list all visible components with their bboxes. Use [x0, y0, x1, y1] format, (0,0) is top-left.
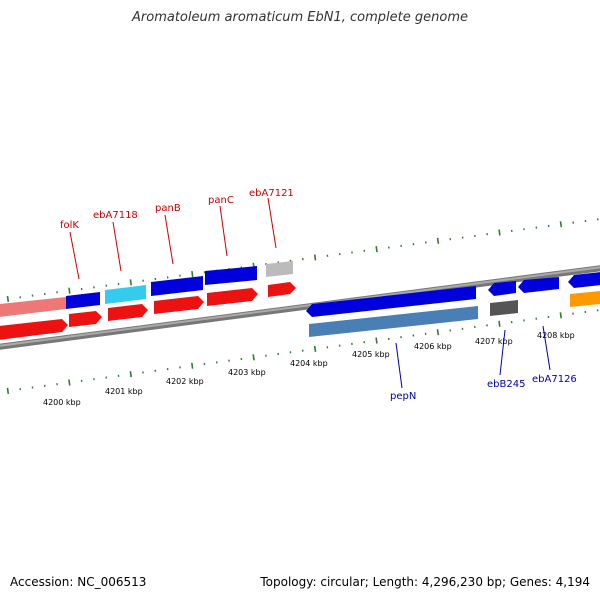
gene-panC[interactable] — [205, 266, 257, 285]
major-tick — [313, 345, 317, 353]
scale-label: 4204 kbp — [290, 359, 328, 368]
major-tick — [559, 221, 563, 228]
gene-panB[interactable] — [151, 276, 203, 296]
major-tick — [498, 229, 501, 236]
bottom-gene-labels: pepN ebB245 ebA7126 — [390, 325, 577, 402]
gene-folK-reverse[interactable] — [69, 311, 102, 327]
major-tick — [498, 320, 501, 327]
major-tick — [375, 246, 378, 253]
genome-stats-text: Topology: circular; Length: 4,296,230 bp… — [260, 575, 590, 589]
genome-title: Aromatoleum aromaticum EbN1, complete ge… — [132, 10, 468, 25]
leader-panB — [164, 214, 174, 265]
label-panB: panB — [155, 203, 181, 214]
label-ebA7121: ebA7121 — [249, 188, 294, 199]
leader-ebA7121 — [267, 197, 277, 249]
genome-backbone — [0, 265, 600, 350]
scale-label: 4208 kbp — [537, 331, 575, 340]
reverse-strand-genes — [0, 282, 600, 341]
gene-ebA7118[interactable] — [105, 285, 146, 304]
leader-ebA7118 — [112, 221, 122, 272]
major-tick — [313, 254, 317, 261]
scale-label: 4205 kbp — [352, 350, 390, 359]
major-tick — [191, 362, 194, 369]
gene-panC-reverse[interactable] — [207, 288, 258, 306]
label-pepN: pepN — [390, 391, 416, 402]
major-tick — [375, 337, 378, 344]
scale-label: 4202 kbp — [166, 377, 204, 386]
leader-ebB245 — [499, 329, 506, 376]
label-folK: folK — [60, 220, 79, 231]
gene-pink-left[interactable] — [0, 297, 66, 318]
scale-label: 4200 kbp — [43, 398, 81, 407]
gene-ebA7118-reverse[interactable] — [108, 304, 148, 321]
leader-ebA7126 — [542, 325, 551, 371]
gene-panB-reverse[interactable] — [154, 296, 204, 314]
scale-labels: 4200 kbp 4201 kbp 4202 kbp 4203 kbp 4204… — [43, 331, 575, 407]
major-tick — [6, 387, 10, 395]
gene-red-left[interactable] — [0, 319, 68, 341]
leader-pepN — [395, 342, 403, 389]
label-ebB245: ebB245 — [487, 379, 525, 390]
gene-ebB245-reverse[interactable] — [490, 300, 518, 316]
major-tick — [68, 287, 71, 294]
major-tick — [6, 295, 10, 303]
gene-pepN-reverse[interactable] — [309, 306, 478, 337]
gene-folK-forward[interactable] — [66, 292, 100, 309]
label-ebA7126: ebA7126 — [532, 374, 577, 385]
scale-label: 4206 kbp — [414, 342, 452, 351]
major-tick — [559, 312, 562, 319]
gene-pepN-forward[interactable] — [306, 286, 476, 317]
major-tick — [129, 371, 132, 378]
scale-label: 4207 kbp — [475, 337, 513, 346]
top-gene-labels: folK ebA7118 panB panC ebA7121 — [60, 188, 294, 280]
label-ebA7118: ebA7118 — [93, 210, 138, 221]
major-tick — [129, 279, 132, 286]
major-tick — [252, 354, 255, 361]
gene-ebA7121[interactable] — [266, 261, 293, 277]
major-tick — [436, 237, 440, 244]
gene-ebB245-forward[interactable] — [488, 281, 516, 296]
label-panC: panC — [208, 195, 234, 206]
leader-panC — [219, 205, 228, 257]
gene-right-forward[interactable] — [568, 271, 600, 288]
scale-label: 4203 kbp — [228, 368, 266, 377]
leader-folK — [69, 231, 80, 280]
forward-strand-genes — [0, 261, 600, 318]
major-tick — [68, 379, 71, 386]
major-tick — [191, 270, 194, 278]
gene-right-orange[interactable] — [570, 290, 600, 307]
major-tick — [436, 329, 440, 336]
gene-ebA7121-reverse[interactable] — [268, 282, 296, 297]
gene-ebA7126-forward[interactable] — [518, 277, 559, 293]
scale-label: 4201 kbp — [105, 387, 143, 396]
accession-text: Accession: NC_006513 — [10, 575, 147, 589]
inner-tick-track — [6, 309, 599, 395]
